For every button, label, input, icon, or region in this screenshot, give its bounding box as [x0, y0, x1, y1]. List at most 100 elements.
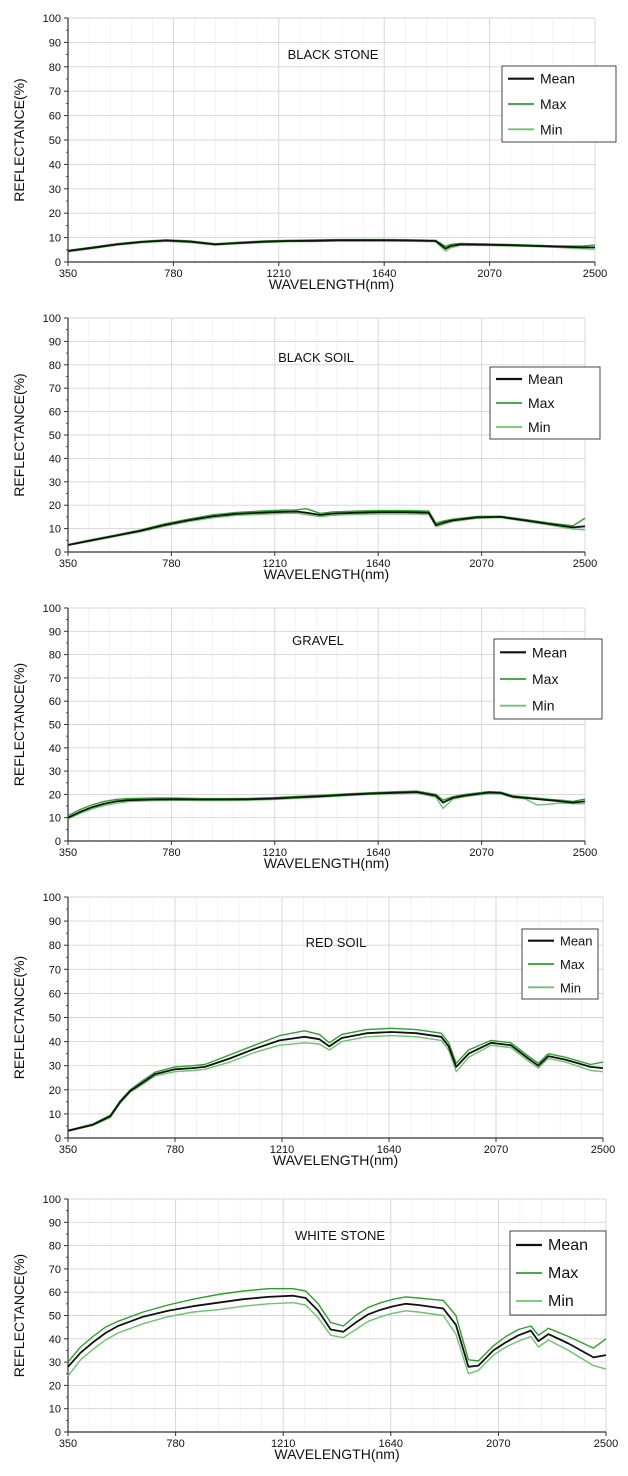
legend-label-mean: Mean: [540, 71, 575, 87]
y-tick-label: 100: [43, 1194, 61, 1206]
y-tick-label: 30: [49, 1061, 61, 1073]
x-tick-label: 1640: [366, 558, 390, 570]
chart-panel-2: 0 10 20 30 40 50 60 70 80 90 100 350 780 1210 1640 2070…: [11, 313, 601, 582]
x-tick-label: 1640: [366, 847, 390, 859]
y-tick-label: 100: [43, 603, 61, 615]
x-tick-label: 1210: [263, 558, 287, 570]
y-tick-label: 70: [49, 673, 61, 685]
y-tick-label: 40: [49, 743, 61, 755]
chart-title: BLACK STONE: [288, 47, 379, 62]
y-tick-label: 100: [43, 892, 61, 904]
x-tick-label: 350: [59, 558, 77, 570]
x-tick-label: 1210: [263, 847, 287, 859]
legend-label-max: Max: [560, 957, 585, 972]
y-tick-label: 0: [55, 1133, 61, 1145]
y-tick-label: 90: [49, 37, 61, 49]
y-tick-label: 70: [49, 86, 61, 98]
series-line-mean: [67, 791, 586, 819]
y-tick-label: 30: [49, 1357, 61, 1369]
x-tick-label: 780: [166, 1144, 184, 1156]
x-tick-label: 2500: [594, 1438, 618, 1450]
y-tick-label: 100: [43, 313, 61, 325]
series-line-max: [67, 1027, 604, 1131]
y-tick-label: 80: [49, 940, 61, 952]
y-tick-label: 20: [49, 789, 61, 801]
legend-label-mean: Mean: [560, 934, 593, 949]
y-tick-label: 40: [49, 453, 61, 465]
x-axis-title: WAVELENGTH(nm): [269, 276, 394, 292]
x-tick-label: 2070: [484, 1144, 508, 1156]
series-line-mean: [67, 510, 586, 546]
y-tick-label: 70: [49, 383, 61, 395]
y-tick-label: 90: [49, 916, 61, 928]
legend-label-min: Min: [560, 980, 581, 995]
y-tick-label: 60: [49, 407, 61, 419]
x-tick-label: 2500: [583, 268, 607, 280]
y-tick-label: 20: [49, 500, 61, 512]
legend-label-max: Max: [540, 96, 566, 112]
y-tick-label: 30: [49, 477, 61, 489]
y-tick-label: 90: [49, 1217, 61, 1229]
y-tick-label: 10: [49, 524, 61, 536]
y-tick-label: 50: [49, 1013, 61, 1025]
y-tick-label: 90: [49, 336, 61, 348]
legend-label-min: Min: [548, 1293, 574, 1310]
chart-title: RED SOIL: [306, 935, 367, 950]
y-tick-label: 40: [49, 1334, 61, 1346]
legend-label-mean: Mean: [532, 644, 567, 660]
x-tick-label: 350: [59, 1144, 77, 1156]
y-axis-title: REFLECTANCE(%): [11, 1254, 27, 1377]
series-line-min: [67, 1034, 604, 1132]
y-tick-label: 70: [49, 1264, 61, 1276]
y-axis-title: REFLECTANCE(%): [11, 373, 27, 496]
x-tick-label: 1640: [377, 1144, 401, 1156]
chart-panel-3: 0 10 20 30 40 50 60 70 80 90 100 350 780 1210 1640 2070…: [11, 603, 603, 871]
series-line-mean: [67, 1031, 604, 1132]
y-tick-label: 50: [49, 1311, 61, 1323]
x-tick-label: 1210: [271, 1438, 295, 1450]
y-axis-title: REFLECTANCE(%): [11, 78, 27, 201]
x-tick-label: 2070: [477, 268, 501, 280]
y-tick-label: 0: [55, 1427, 61, 1439]
y-tick-label: 100: [43, 13, 61, 25]
y-tick-label: 10: [49, 1404, 61, 1416]
chart-title: GRAVEL: [292, 633, 344, 648]
x-tick-label: 350: [59, 847, 77, 859]
y-tick-label: 10: [49, 1109, 61, 1121]
y-tick-label: 60: [49, 1287, 61, 1299]
legend-label-max: Max: [528, 395, 554, 411]
x-tick-label: 2070: [469, 847, 493, 859]
y-tick-label: 50: [49, 430, 61, 442]
x-tick-label: 2070: [486, 1438, 510, 1450]
y-tick-label: 0: [55, 547, 61, 559]
y-tick-label: 60: [49, 696, 61, 708]
legend-label-min: Min: [540, 121, 563, 137]
legend: Mean Max Min: [501, 65, 617, 143]
x-tick-label: 780: [162, 558, 180, 570]
legend-label-max: Max: [548, 1265, 578, 1282]
series-line-min: [67, 792, 585, 820]
x-tick-label: 1640: [372, 268, 396, 280]
y-axis-title: REFLECTANCE(%): [11, 956, 27, 1079]
y-tick-label: 40: [49, 159, 61, 171]
legend-label-max: Max: [532, 671, 558, 687]
legend-label-mean: Mean: [528, 371, 563, 387]
x-axis-title: WAVELENGTH(nm): [273, 1152, 398, 1168]
y-tick-label: 70: [49, 964, 61, 976]
series-line-max: [67, 1287, 607, 1363]
x-tick-label: 350: [59, 1438, 77, 1450]
chart-title: BLACK SOIL: [278, 350, 354, 365]
legend: Mean Max Min: [489, 366, 601, 440]
legend: Mean Max Min: [521, 928, 599, 1000]
y-tick-label: 90: [49, 626, 61, 638]
legend: Mean Max Min: [493, 638, 603, 720]
chart-panel-4: 0 10 20 30 40 50 60 70 80 90 100 350 780 1210 1640 2070…: [11, 892, 615, 1168]
y-tick-label: 80: [49, 62, 61, 74]
y-tick-label: 10: [49, 233, 61, 245]
x-axis-title: WAVELENGTH(nm): [264, 855, 389, 871]
x-tick-label: 780: [162, 847, 180, 859]
y-tick-label: 10: [49, 813, 61, 825]
y-tick-label: 20: [49, 1085, 61, 1097]
y-tick-label: 30: [49, 184, 61, 196]
series-line-min: [67, 240, 596, 253]
